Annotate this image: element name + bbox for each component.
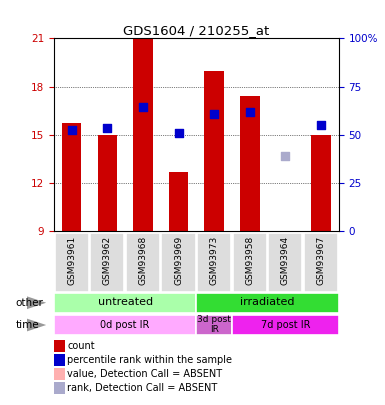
Bar (196, 293, 339, 313)
Bar (161, 233, 196, 292)
Bar (62, 124, 82, 231)
Text: value, Detection Call = ABSENT: value, Detection Call = ABSENT (67, 369, 223, 379)
Text: untreated: untreated (97, 297, 153, 307)
Text: percentile rank within the sample: percentile rank within the sample (67, 355, 233, 365)
Polygon shape (27, 319, 46, 331)
Title: GDS1604 / 210255_at: GDS1604 / 210255_at (123, 24, 270, 37)
Point (247, 109, 253, 115)
Text: other: other (15, 298, 43, 308)
Bar (233, 233, 267, 292)
Text: GSM93961: GSM93961 (67, 236, 76, 285)
Bar (232, 315, 339, 335)
Bar (268, 233, 303, 292)
Bar (169, 172, 188, 231)
Text: GSM93973: GSM93973 (210, 236, 219, 285)
Point (211, 111, 217, 117)
Bar (304, 233, 338, 292)
Text: GSM93967: GSM93967 (316, 236, 325, 285)
Bar (54, 315, 196, 335)
Point (318, 122, 324, 128)
Bar (196, 315, 232, 335)
Text: GSM93968: GSM93968 (139, 236, 147, 285)
Bar (90, 233, 124, 292)
Point (104, 125, 110, 132)
Bar (126, 233, 160, 292)
Bar (54, 293, 196, 313)
Point (69, 127, 75, 133)
Point (282, 152, 288, 159)
Bar (204, 70, 224, 231)
Point (140, 104, 146, 111)
Bar (240, 96, 259, 231)
Text: GSM93964: GSM93964 (281, 236, 290, 285)
Text: time: time (15, 320, 39, 330)
Text: 3d post
IR: 3d post IR (197, 315, 231, 334)
Bar (197, 233, 231, 292)
Text: 7d post IR: 7d post IR (261, 320, 310, 330)
Text: 0d post IR: 0d post IR (100, 320, 150, 330)
Text: irradiated: irradiated (240, 297, 295, 307)
Bar (133, 38, 153, 231)
Text: count: count (67, 341, 95, 351)
Text: rank, Detection Call = ABSENT: rank, Detection Call = ABSENT (67, 383, 218, 393)
Text: GSM93962: GSM93962 (103, 236, 112, 285)
Bar (311, 134, 331, 231)
Text: GSM93969: GSM93969 (174, 236, 183, 285)
Bar (97, 134, 117, 231)
Polygon shape (27, 296, 46, 309)
Bar (55, 233, 89, 292)
Point (176, 130, 182, 136)
Text: GSM93958: GSM93958 (245, 236, 254, 285)
